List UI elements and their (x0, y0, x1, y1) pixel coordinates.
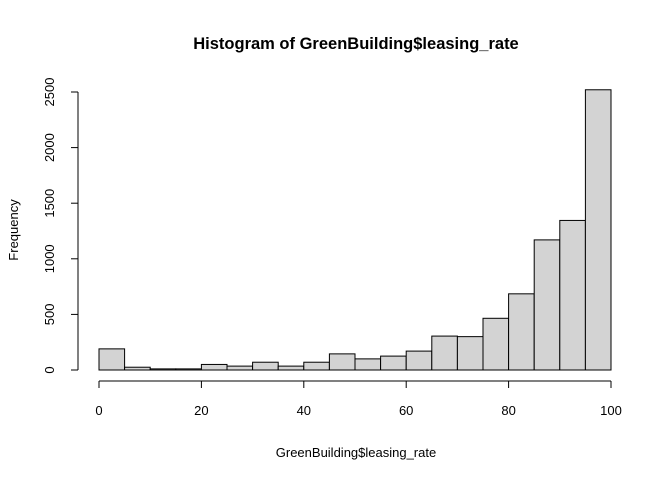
histogram-bar-1 (124, 366, 151, 371)
histogram-bar-18 (559, 219, 586, 371)
histogram-bar-19 (584, 89, 612, 371)
x-tick-label-2: 40 (297, 403, 311, 418)
histogram-bar-11 (380, 355, 407, 371)
histogram-bar-9 (328, 353, 356, 371)
x-tick-label-3: 60 (399, 403, 413, 418)
y-tick-label-0: 0 (42, 366, 57, 373)
bars-layer (98, 89, 612, 371)
x-axis-label: GreenBuilding$leasing_rate (276, 445, 436, 460)
histogram-bar-14 (456, 336, 484, 371)
histogram-bar-10 (354, 358, 382, 371)
histogram-bar-4 (200, 363, 228, 371)
histogram-bar-7 (277, 365, 305, 371)
x-axis: 0 20 40 60 80 100 (95, 380, 622, 418)
histogram-bar-2 (149, 368, 177, 371)
histogram-bar-13 (431, 335, 458, 371)
histogram-bar-6 (252, 361, 279, 371)
histogram-bar-3 (175, 368, 202, 371)
histogram-bar-8 (303, 361, 330, 371)
y-axis-label: Frequency (6, 199, 21, 261)
y-axis: 0 500 1000 1500 2000 2500 (42, 78, 79, 374)
histogram-bar-15 (482, 317, 510, 371)
histogram-bar-5 (226, 365, 254, 371)
y-tick-label-2: 1000 (42, 244, 57, 273)
histogram-bar-12 (405, 350, 433, 371)
x-tick-label-5: 100 (600, 403, 622, 418)
x-tick-label-4: 80 (501, 403, 515, 418)
chart-title: Histogram of GreenBuilding$leasing_rate (193, 35, 519, 53)
y-tick-label-4: 2000 (42, 133, 57, 162)
x-tick-label-1: 20 (194, 403, 208, 418)
histogram-bar-0 (98, 348, 126, 371)
y-tick-label-1: 500 (42, 304, 57, 326)
histogram-bar-16 (508, 293, 535, 371)
y-tick-label-3: 1500 (42, 189, 57, 218)
y-tick-label-5: 2500 (42, 78, 57, 107)
histogram-bar-17 (533, 239, 561, 371)
x-tick-label-0: 0 (95, 403, 102, 418)
